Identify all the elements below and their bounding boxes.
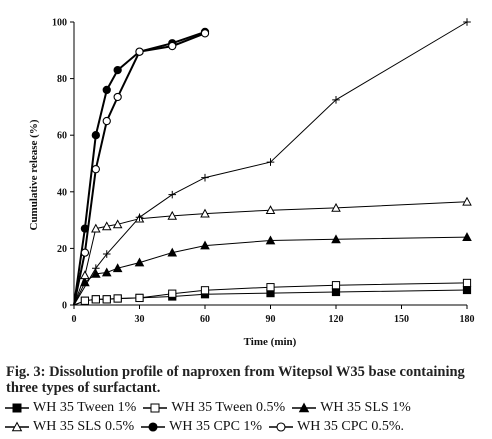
legend-swatch bbox=[5, 403, 29, 412]
x-tick-label: 180 bbox=[460, 314, 475, 325]
legend-label: WH 35 Tween 1% bbox=[33, 400, 137, 415]
data-point-6-8 bbox=[463, 18, 471, 26]
data-point-1-4 bbox=[113, 294, 122, 303]
data-point-5-1 bbox=[80, 248, 90, 257]
chart-axes: 0 20 40 60 80 100 0 30 60 90 120 150 180 bbox=[52, 18, 475, 326]
data-point-5-3 bbox=[102, 116, 111, 126]
data-point-4-2 bbox=[91, 131, 100, 140]
data-point-1-3 bbox=[102, 295, 111, 304]
data-point-3-1 bbox=[80, 270, 90, 280]
legend-marker bbox=[148, 421, 158, 432]
data-point-0-9 bbox=[331, 287, 341, 297]
legend-marker bbox=[150, 403, 160, 412]
data-point-5-2 bbox=[91, 165, 100, 174]
data-point-4-4 bbox=[113, 65, 122, 75]
data-point-4-1 bbox=[80, 224, 90, 233]
legend-swatch bbox=[143, 403, 168, 412]
legend-item: WH 35 Tween 1% bbox=[4, 398, 136, 417]
data-point-5-6 bbox=[168, 41, 177, 51]
x-axis-label: Time (min) bbox=[244, 336, 297, 348]
data-point-1-8 bbox=[266, 283, 275, 292]
data-point-3-10 bbox=[462, 196, 472, 206]
data-point-6-5 bbox=[201, 173, 209, 182]
data-point-3-9 bbox=[331, 202, 341, 212]
y-tick-label: 20 bbox=[57, 244, 67, 255]
legend-item: WH 35 CPC 0.5%. bbox=[268, 417, 404, 436]
legend-marker bbox=[276, 421, 286, 432]
data-point-3-8 bbox=[265, 205, 276, 215]
legend-swatch bbox=[269, 421, 294, 432]
data-point-3-2 bbox=[91, 223, 101, 233]
data-point-6-1 bbox=[92, 264, 100, 273]
legend-label: WH 35 CPC 0.5%. bbox=[297, 419, 405, 434]
data-point-1-1 bbox=[80, 296, 90, 305]
legend-marker bbox=[12, 403, 22, 412]
data-point-6-4 bbox=[168, 190, 177, 199]
data-point-2-3 bbox=[101, 267, 112, 277]
data-point-2-9 bbox=[331, 234, 341, 244]
x-tick-label: 0 bbox=[72, 314, 77, 325]
legend-marker bbox=[11, 421, 23, 431]
legend-label: WH 35 SLS 1% bbox=[320, 400, 411, 415]
legend-item: WH 35 SLS 1% bbox=[291, 398, 411, 417]
data-point-3-6 bbox=[167, 210, 178, 220]
x-tick-label: 150 bbox=[394, 314, 409, 325]
data-point-2-4 bbox=[112, 263, 123, 273]
series-markers bbox=[80, 18, 472, 305]
legend: WH 35 Tween 1% WH 35 Tween 0.5% WH 35 SLS … bbox=[4, 398, 492, 436]
data-point-2-6 bbox=[167, 247, 178, 257]
y-tick-label: 40 bbox=[57, 187, 67, 198]
legend-marker bbox=[298, 402, 310, 412]
y-tick-label: 80 bbox=[57, 74, 67, 85]
legend-row: WH 35 SLS 0.5% WH 35 CPC 1% WH 35 CPC 0.5%… bbox=[4, 417, 492, 436]
legend-row: WH 35 Tween 1% WH 35 Tween 0.5% WH 35 SLS … bbox=[4, 398, 492, 417]
series-line-4 bbox=[73, 30, 206, 306]
data-point-1-6 bbox=[168, 289, 177, 298]
data-point-5-4 bbox=[113, 92, 122, 102]
legend-label: WH 35 SLS 0.5% bbox=[33, 419, 135, 434]
x-tick-label: 30 bbox=[135, 314, 145, 325]
data-point-1-2 bbox=[91, 295, 100, 304]
y-tick-label: 100 bbox=[52, 18, 67, 29]
data-point-3-4 bbox=[112, 219, 123, 229]
legend-label: WH 35 CPC 1% bbox=[169, 419, 263, 434]
figure-caption: Fig. 3: Dissolution profile of naproxen … bbox=[6, 364, 465, 396]
data-point-3-7 bbox=[200, 208, 210, 218]
data-point-1-9 bbox=[331, 281, 341, 290]
x-tick-label: 120 bbox=[329, 314, 344, 325]
y-axis-label: Cumulative release (%) bbox=[28, 119, 40, 230]
y-tick-label: 0 bbox=[62, 301, 67, 312]
legend-item: WH 35 Tween 0.5% bbox=[142, 398, 285, 417]
x-tick-label: 90 bbox=[266, 314, 276, 325]
data-point-0-10 bbox=[462, 285, 472, 295]
data-point-2-7 bbox=[200, 240, 210, 250]
y-tick-label: 60 bbox=[57, 131, 67, 142]
data-point-3-3 bbox=[101, 221, 112, 231]
data-point-5-5 bbox=[135, 47, 144, 56]
data-point-6-2 bbox=[102, 250, 111, 258]
series-line-5 bbox=[73, 32, 206, 306]
data-point-2-1 bbox=[80, 277, 90, 287]
data-point-6-3 bbox=[135, 213, 144, 222]
data-point-2-10 bbox=[462, 232, 472, 241]
data-point-6-7 bbox=[332, 96, 340, 104]
data-point-1-5 bbox=[135, 293, 144, 303]
data-point-1-7 bbox=[200, 286, 210, 295]
x-tick-label: 60 bbox=[200, 314, 210, 325]
data-point-2-8 bbox=[265, 235, 276, 245]
data-point-1-10 bbox=[462, 278, 472, 288]
line-chart: 0 20 40 60 80 100 0 30 60 90 120 150 180 Cumulative … bbox=[28, 18, 475, 349]
data-point-2-5 bbox=[134, 257, 145, 267]
data-point-6-6 bbox=[266, 158, 275, 166]
data-point-4-3 bbox=[102, 85, 111, 95]
legend-swatch bbox=[5, 421, 29, 431]
legend-item: WH 35 CPC 1% bbox=[140, 417, 262, 436]
data-point-2-2 bbox=[91, 268, 101, 278]
legend-label: WH 35 Tween 0.5% bbox=[171, 400, 286, 415]
data-point-5-7 bbox=[200, 29, 210, 38]
legend-swatch bbox=[292, 402, 317, 412]
legend-item: WH 35 SLS 0.5% bbox=[4, 417, 134, 436]
legend-swatch bbox=[141, 421, 166, 432]
